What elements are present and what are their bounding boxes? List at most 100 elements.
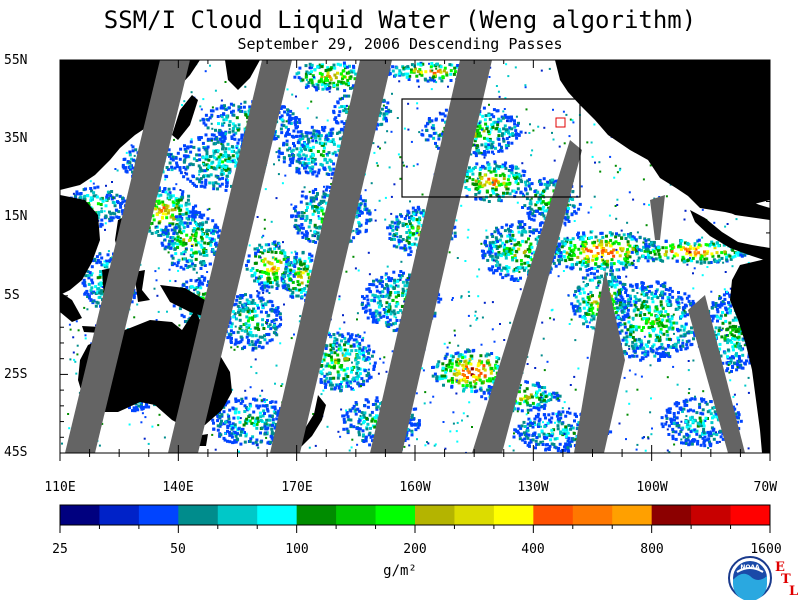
cloud-pixel: [525, 395, 529, 399]
cloud-pixel: [681, 255, 685, 259]
cloud-pixel: [182, 238, 186, 242]
cloud-pixel: [478, 359, 482, 363]
cloud-pixel: [332, 84, 336, 87]
cloud-pixel: [232, 133, 236, 137]
cloud-pixel: [220, 168, 224, 172]
cloud-pixel: [92, 191, 96, 195]
cloud-pixel: [195, 159, 199, 162]
cloud-pixel: [305, 134, 309, 138]
cloud-pixel: [192, 267, 196, 271]
cloud-pixel: [399, 270, 403, 273]
cloud-pixel: [337, 80, 341, 84]
cloud-pixel: [290, 149, 294, 153]
cloud-pixel: [566, 255, 570, 259]
cloud-pixel: [478, 168, 482, 172]
cloud-pixel: [537, 197, 541, 201]
cloud-pixel: [622, 233, 626, 237]
cloud-pixel: [614, 301, 618, 305]
cloud-pixel: [339, 72, 343, 76]
cloud-pixel: [670, 250, 674, 253]
cloud-pixel: [222, 139, 226, 143]
cloud-pixel: [682, 257, 686, 261]
cloud-pixel: [643, 237, 647, 241]
cloud-pixel: [289, 122, 293, 125]
cloud-pixel: [300, 133, 304, 137]
cloud-pixel: [405, 280, 409, 284]
cloud-pixel: [214, 174, 218, 178]
cloud-pixel: [526, 380, 529, 384]
cloud-pixel: [542, 406, 546, 410]
cloud-pixel: [295, 147, 299, 151]
cloud-pixel: [612, 262, 616, 266]
cloud-pixel: [280, 118, 284, 122]
cloud-pixel: [176, 246, 180, 249]
cloud-pixel: [320, 72, 324, 76]
cloud-pixel: [736, 362, 740, 366]
cloud-pixel: [305, 162, 309, 166]
cloud-pixel: [482, 129, 486, 133]
cloud-pixel: [731, 364, 734, 368]
cloud-pixel: [388, 302, 391, 306]
cloud-pixel: [212, 184, 216, 188]
cloud-pixel: [307, 157, 311, 161]
cloud-pixel: [457, 362, 461, 366]
cloud-pixel: [285, 267, 289, 271]
cloud-pixel: [594, 262, 598, 266]
cloud-pixel: [452, 372, 456, 376]
cloud-pixel: [230, 137, 234, 140]
cloud-pixel: [448, 361, 452, 365]
cloud-pixel: [739, 329, 743, 333]
cloud-pixel: [275, 280, 279, 284]
cloud-pixel: [157, 199, 161, 203]
cloud-pixel: [192, 175, 195, 179]
cloud-pixel: [497, 129, 501, 133]
cloud-pixel: [419, 71, 423, 75]
cloud-pixel: [211, 248, 215, 252]
cloud-pixel: [586, 249, 590, 253]
cloud-pixel: [378, 299, 382, 303]
cloud-pixel: [472, 151, 476, 155]
cloud-pixel: [204, 157, 208, 161]
cloud-pixel: [432, 64, 436, 68]
cloud-pixel: [328, 134, 331, 137]
cloud-pixel: [320, 83, 324, 87]
cloud-pixel: [634, 343, 638, 347]
cloud-pixel: [393, 278, 396, 282]
cloud-pixel: [180, 204, 183, 208]
cloud-pixel: [321, 207, 325, 211]
cloud-pixel: [516, 182, 520, 186]
cloud-pixel: [178, 213, 182, 217]
cloud-pixel: [725, 258, 729, 262]
cloud-pixel: [450, 362, 454, 366]
cloud-pixel: [733, 344, 737, 348]
cloud-pixel: [676, 340, 680, 344]
cloud-pixel: [298, 138, 302, 141]
cloud-pixel: [624, 331, 628, 335]
cloud-pixel: [173, 237, 177, 241]
cloud-pixel: [176, 200, 180, 204]
cloud-pixel: [473, 166, 477, 169]
cloud-pixel: [517, 390, 521, 394]
cloud-pixel: [583, 245, 587, 248]
cloud-pixel: [469, 362, 473, 366]
cloud-pixel: [542, 205, 546, 209]
cloud-pixel: [178, 238, 182, 242]
cloud-pixel: [275, 277, 279, 281]
cloud-pixel: [288, 157, 292, 161]
cloud-pixel: [176, 261, 180, 265]
cloud-pixel: [592, 254, 596, 258]
cloud-pixel: [457, 381, 461, 385]
cloud-pixel: [432, 75, 436, 79]
cloud-pixel: [495, 109, 499, 113]
cloud-pixel: [431, 374, 435, 378]
cloud-pixel: [525, 192, 529, 196]
cloud-pixel: [292, 273, 296, 277]
cloud-pixel: [550, 178, 554, 182]
cloud-pixel: [475, 377, 479, 381]
cloud-pixel: [578, 202, 582, 206]
cloud-pixel: [294, 272, 298, 276]
cloud-pixel: [295, 72, 299, 76]
cloud-pixel: [747, 355, 751, 359]
cloud-pixel: [498, 143, 501, 147]
cloud-pixel: [184, 242, 188, 246]
